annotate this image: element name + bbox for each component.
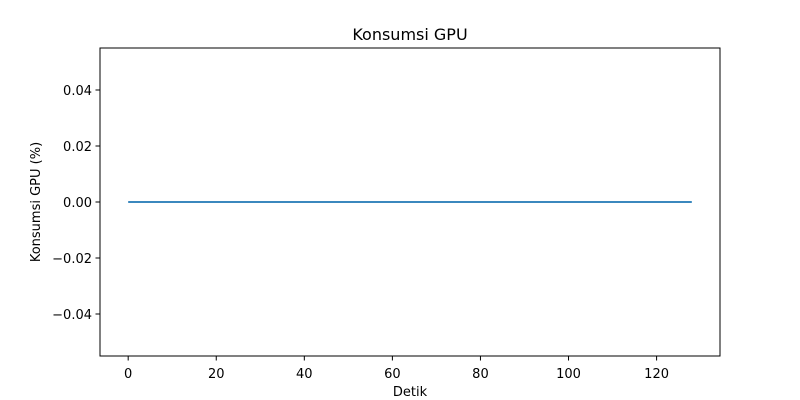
x-tick-label: 20	[208, 367, 225, 382]
x-tick-label: 0	[124, 367, 132, 382]
chart-title: Konsumsi GPU	[352, 25, 467, 44]
x-tick-label: 80	[472, 367, 489, 382]
y-tick-label: 0.02	[63, 140, 92, 155]
x-tick-label: 120	[644, 367, 669, 382]
x-tick-label: 40	[296, 367, 313, 382]
x-axis: 0 20 40 60 80 100 120	[124, 356, 669, 382]
y-axis-label: Konsumsi GPU (%)	[29, 142, 44, 262]
x-tick-label: 100	[556, 367, 581, 382]
x-axis-label: Detik	[393, 385, 428, 400]
y-tick-label: 0.04	[63, 84, 92, 99]
y-axis: −0.04 −0.02 0.00 0.02 0.04	[52, 84, 100, 323]
y-tick-label: 0.00	[63, 196, 92, 211]
x-tick-label: 60	[384, 367, 401, 382]
y-tick-label: −0.02	[52, 252, 92, 267]
y-tick-label: −0.04	[52, 308, 92, 323]
